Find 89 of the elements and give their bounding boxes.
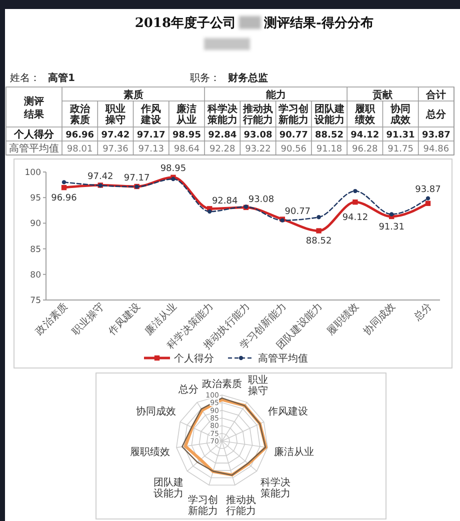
x-tick-label: 总分 — [425, 108, 448, 120]
data-label: 93.08 — [244, 130, 272, 140]
y-tick-label: 85 — [30, 244, 41, 255]
x-tick-label: 科学决策能力 — [206, 103, 238, 126]
x-tick-label: 履职绩效 — [324, 300, 362, 338]
y-tick-label: 100 — [24, 168, 41, 178]
spoke-label: 作风建设 — [266, 405, 308, 418]
data-label: 91.31 — [378, 222, 404, 232]
spoke-label: 履职绩效 — [130, 446, 170, 458]
x-tick-label: 政治素质 — [68, 103, 91, 126]
data-label: 98.95 — [172, 130, 201, 140]
data-label: 93.87 — [422, 130, 450, 140]
data-label: 98.64 — [174, 144, 200, 154]
x-tick-label: 履职绩效 — [354, 103, 376, 126]
y-tick-label: 90 — [30, 219, 41, 230]
point — [62, 180, 66, 184]
spoke-label: 职业操守 — [248, 374, 268, 398]
text: 合计 — [425, 89, 446, 101]
x-tick-label: 学习创新能力 — [278, 103, 309, 126]
x-tick-label: 职业操守 — [70, 300, 107, 338]
text: 贡献 — [372, 89, 394, 101]
data-label: 93.87 — [415, 185, 441, 196]
text: 高管1 — [48, 72, 75, 84]
data-label: 90.77 — [279, 130, 308, 140]
data-label: 92.84 — [212, 196, 238, 206]
x-tick-label: 推动执行能力 — [242, 103, 273, 126]
data-label: 96.96 — [51, 193, 78, 204]
spoke-label: 团队建设能力 — [154, 476, 184, 500]
y-tick-label: 80 — [30, 270, 41, 280]
text: 财务总监 — [227, 72, 268, 84]
x-tick-label: 协同成效 — [390, 103, 412, 126]
data-label: 88.52 — [315, 130, 344, 140]
data-label: 90.77 — [284, 207, 311, 218]
data-label: 96.96 — [66, 130, 94, 140]
y-tick-label: 高管平均值 — [9, 142, 59, 154]
y-tick-label: 个人得分 — [13, 128, 55, 140]
spoke-label: 协同成效 — [136, 405, 176, 418]
point — [316, 215, 321, 220]
data-label: 97.42 — [88, 172, 114, 182]
data-label: 91.31 — [386, 130, 415, 140]
spoke-label: 学习创新能力 — [188, 494, 218, 518]
x-tick-label: 总分 — [410, 300, 434, 324]
data-label: 93.08 — [248, 195, 274, 206]
spoke-label: 总分 — [177, 383, 198, 396]
data-label: 93.22 — [245, 144, 271, 154]
point — [390, 212, 394, 216]
data-label: 92.84 — [208, 130, 237, 140]
text: 姓名： — [10, 72, 40, 84]
spoke-label: 推动执行能力 — [226, 494, 256, 518]
point — [426, 196, 430, 200]
x-tick-label: 职业操守 — [104, 103, 126, 126]
text: 素质 — [123, 89, 144, 101]
spoke-label: 政治素质 — [202, 378, 242, 390]
point — [61, 184, 67, 190]
data-label: 97.17 — [136, 130, 166, 140]
data-label: 94.86 — [423, 144, 450, 154]
text: 能力 — [266, 89, 286, 101]
x-tick-label: 团队建设能力 — [313, 103, 344, 126]
data-label: 98.95 — [160, 164, 186, 174]
y-tick-label: 75 — [30, 296, 41, 306]
data-label: 96.28 — [352, 144, 378, 154]
text: 测评结果 — [23, 96, 45, 120]
x-tick-label: 协同成效 — [360, 300, 398, 338]
point — [353, 188, 358, 194]
data-label: 88.52 — [306, 236, 332, 247]
data-label: 94.12 — [350, 130, 380, 140]
data-label: 92.28 — [209, 144, 236, 154]
x-tick-label: 作风建设 — [105, 300, 143, 338]
data-label: 97.13 — [138, 144, 164, 154]
data-label: 97.36 — [102, 144, 129, 154]
point — [208, 209, 212, 214]
data-label: 97.42 — [101, 130, 130, 140]
spoke-label: 廉洁从业 — [274, 446, 314, 458]
point — [352, 200, 358, 205]
data-label: 91.75 — [388, 144, 414, 154]
data-label: 91.18 — [316, 144, 342, 154]
x-tick-label: 廉洁从业 — [176, 103, 197, 126]
y-tick-label: 95 — [30, 194, 41, 204]
data-label: 98.01 — [66, 144, 93, 154]
point — [425, 200, 431, 206]
legend-label: 高管平均值 — [258, 352, 308, 364]
data-label: 94.12 — [342, 212, 368, 223]
point — [316, 228, 322, 234]
text: 职务： — [190, 72, 220, 84]
spoke-label: 科学决策能力 — [260, 476, 290, 500]
chart-title: 2018年度子公司 测评结果-得分分布 — [134, 16, 374, 31]
data-label: 97.17 — [124, 173, 150, 184]
x-tick-label: 作风建设 — [140, 103, 162, 126]
data-label: 90.56 — [280, 144, 307, 154]
